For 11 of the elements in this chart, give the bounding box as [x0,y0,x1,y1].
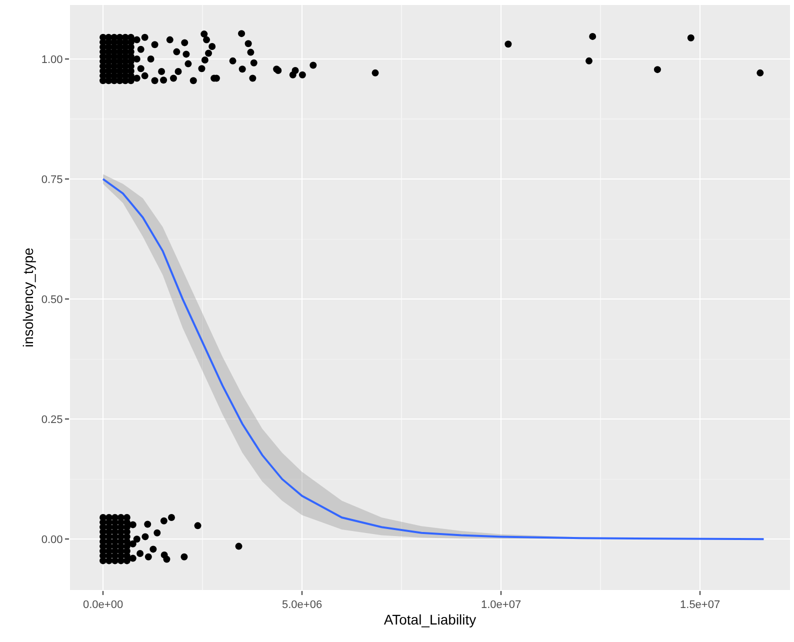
x-tick-label: 0.0e+00 [82,599,124,612]
x-axis-title: ATotal_Liability [384,612,476,628]
y-tick-label: 0.25 [41,414,63,426]
y-tick-label: 0.00 [41,534,63,546]
y-axis-title: insolvency_type [20,247,36,348]
y-tick-label: 0.75 [41,174,63,186]
y-tick-label: 0.50 [41,294,63,306]
x-tick-label: 5.0e+06 [282,599,322,612]
x-tick-label: 1.0e+07 [481,599,522,612]
x-tick-label: 1.5e+07 [680,599,720,612]
y-tick-label: 1.00 [41,54,63,66]
